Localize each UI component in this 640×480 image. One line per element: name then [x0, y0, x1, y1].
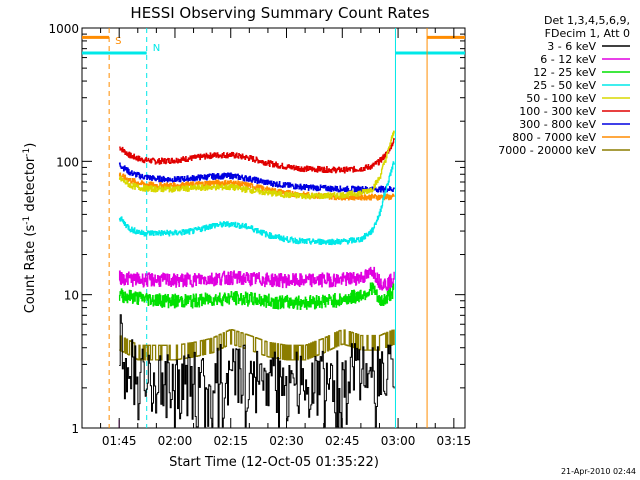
axis-tick-layer: 1 10 100 1000 01:45 02:00 02:15 02:30 02:45 03:00…	[48, 22, 471, 448]
x-tick-label: 03:15	[437, 434, 472, 448]
series-line-100-300-keV	[118, 162, 395, 193]
x-tick-label: 02:00	[158, 434, 193, 448]
legend-label: 100 - 300 keV	[519, 105, 596, 118]
series-line-300-800-keV	[119, 138, 395, 174]
legend-label: 3 - 6 keV	[547, 40, 596, 53]
marker-label-n: N	[153, 43, 160, 54]
y-tick-label: 10	[64, 289, 79, 303]
series-layer	[118, 130, 395, 428]
series-line-7000-20000-keV	[119, 329, 395, 361]
y-axis-label-sup2: -1	[22, 148, 32, 157]
legend-label: 25 - 50 keV	[533, 79, 596, 92]
x-axis-label: Start Time (12-Oct-05 01:35:22)	[169, 455, 379, 470]
series-line-6-12-keV	[118, 266, 395, 291]
legend-label: 50 - 100 keV	[526, 92, 596, 105]
x-tick-label: 02:30	[269, 434, 304, 448]
y-tick-label: 100	[56, 155, 79, 169]
x-tick-label: 02:15	[213, 434, 248, 448]
legend-header-line-2: FDecim 1, Att 0	[545, 27, 630, 40]
x-tick-label: 01:45	[102, 434, 137, 448]
legend: Det 1,3,4,5,6,9, FDecim 1, Att 0 3 - 6 k…	[498, 14, 630, 157]
legend-label: 300 - 800 keV	[519, 118, 596, 131]
marker-label-s: S	[115, 36, 121, 47]
plot-frame	[81, 27, 466, 429]
legend-label: 6 - 12 keV	[540, 53, 596, 66]
chart-title: HESSI Observing Summary Count Rates	[130, 4, 429, 22]
y-tick-label: 1	[71, 422, 79, 436]
x-tick-label: 02:45	[325, 434, 360, 448]
date-stamp: 21-Apr-2010 02:44	[561, 467, 636, 476]
y-axis-label-sup1: -1	[22, 216, 32, 225]
legend-label: 800 - 7000 keV	[512, 131, 596, 144]
legend-header-line-1: Det 1,3,4,5,6,9,	[544, 14, 630, 27]
y-axis-label-mid: detector	[23, 156, 38, 216]
y-axis-label-end: )	[23, 143, 38, 148]
y-axis-label: Count Rate (s-1 detector-1)	[22, 143, 38, 314]
marker-layer: SN	[108, 28, 428, 428]
series-line-25-50-keV	[118, 161, 395, 246]
legend-label: 12 - 25 keV	[533, 66, 596, 79]
series-line-50-100-keV	[118, 130, 395, 200]
series-line-12-25-keV	[118, 282, 395, 310]
series-line-3-6-keV	[119, 314, 395, 428]
y-tick-label: 1000	[48, 22, 79, 36]
x-tick-label: 03:00	[381, 434, 416, 448]
legend-label: 7000 - 20000 keV	[498, 144, 596, 157]
shading-layer	[82, 35, 465, 55]
y-axis-label-main: Count Rate (s	[23, 225, 38, 314]
